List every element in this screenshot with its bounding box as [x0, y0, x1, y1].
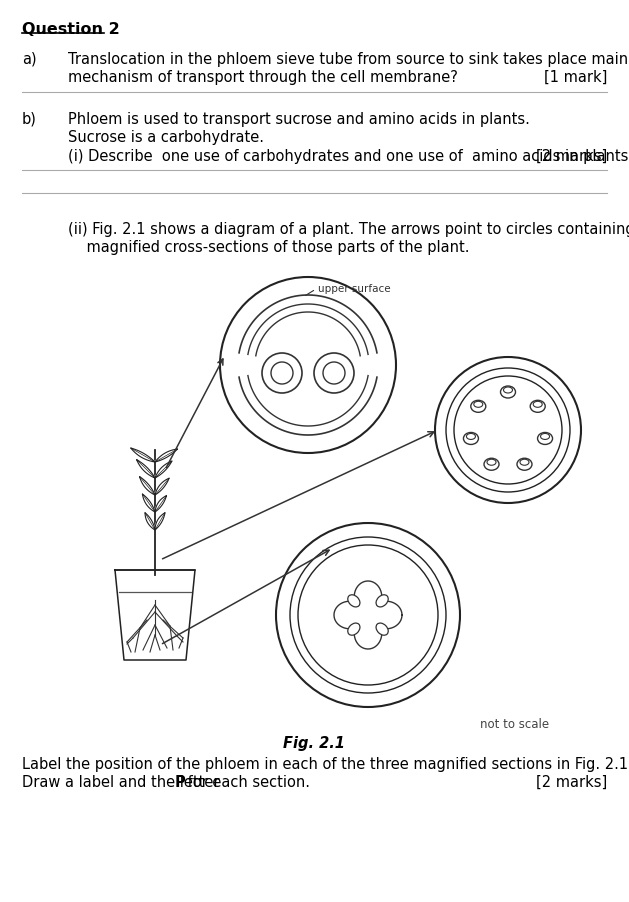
- Ellipse shape: [464, 432, 479, 445]
- Text: for each section.: for each section.: [183, 775, 310, 790]
- Circle shape: [454, 376, 562, 484]
- Polygon shape: [155, 512, 165, 530]
- Circle shape: [290, 537, 446, 693]
- Ellipse shape: [348, 623, 360, 635]
- Circle shape: [323, 362, 345, 384]
- Circle shape: [220, 277, 396, 453]
- Ellipse shape: [376, 594, 388, 607]
- Text: magnified cross-sections of those parts of the plant.: magnified cross-sections of those parts …: [68, 240, 469, 255]
- Polygon shape: [334, 581, 402, 649]
- Ellipse shape: [520, 459, 529, 465]
- Ellipse shape: [474, 401, 483, 408]
- Ellipse shape: [540, 434, 550, 439]
- Ellipse shape: [530, 400, 545, 412]
- Ellipse shape: [467, 434, 476, 439]
- Circle shape: [271, 362, 293, 384]
- Ellipse shape: [484, 458, 499, 470]
- Text: Fig. 2.1: Fig. 2.1: [283, 736, 345, 751]
- Text: Sucrose is a carbohydrate.: Sucrose is a carbohydrate.: [68, 130, 264, 145]
- Ellipse shape: [503, 387, 513, 393]
- Polygon shape: [155, 478, 169, 495]
- Circle shape: [446, 368, 570, 492]
- Text: Draw a label and the letter: Draw a label and the letter: [22, 775, 224, 790]
- Text: Phloem is used to transport sucrose and amino acids in plants.: Phloem is used to transport sucrose and …: [68, 112, 530, 127]
- Polygon shape: [155, 449, 177, 462]
- Ellipse shape: [470, 400, 486, 412]
- Text: Label the position of the phloem in each of the three magnified sections in Fig.: Label the position of the phloem in each…: [22, 757, 629, 772]
- Text: upper surface: upper surface: [318, 284, 391, 294]
- Ellipse shape: [501, 386, 516, 398]
- Circle shape: [435, 357, 581, 503]
- Polygon shape: [142, 494, 155, 512]
- Text: [2 marks]: [2 marks]: [536, 775, 607, 790]
- Ellipse shape: [533, 401, 542, 408]
- Text: (ii) Fig. 2.1 shows a diagram of a plant. The arrows point to circles containing: (ii) Fig. 2.1 shows a diagram of a plant…: [68, 222, 629, 237]
- Text: Translocation in the phloem sieve tube from source to sink takes place mainly to: Translocation in the phloem sieve tube f…: [68, 52, 629, 67]
- Text: mechanism of transport through the cell membrane?: mechanism of transport through the cell …: [68, 70, 458, 85]
- Circle shape: [276, 523, 460, 707]
- Text: [1 mark]: [1 mark]: [543, 70, 607, 85]
- Ellipse shape: [538, 432, 552, 445]
- Polygon shape: [136, 460, 155, 478]
- Polygon shape: [155, 461, 172, 478]
- Text: (i) Describe  one use of carbohydrates and one use of  amino acids in plants.: (i) Describe one use of carbohydrates an…: [68, 149, 629, 164]
- Ellipse shape: [376, 623, 388, 635]
- Ellipse shape: [487, 459, 496, 465]
- Text: P: P: [175, 775, 186, 790]
- Polygon shape: [155, 495, 167, 512]
- Polygon shape: [140, 476, 155, 495]
- Text: a): a): [22, 52, 36, 67]
- Polygon shape: [131, 448, 155, 462]
- Text: not to scale: not to scale: [480, 718, 549, 731]
- Circle shape: [298, 545, 438, 685]
- Ellipse shape: [517, 458, 532, 470]
- Text: [2 marks]: [2 marks]: [536, 149, 607, 164]
- Circle shape: [314, 353, 354, 393]
- Text: b): b): [22, 112, 37, 127]
- Circle shape: [262, 353, 302, 393]
- Polygon shape: [145, 512, 155, 530]
- Ellipse shape: [348, 594, 360, 607]
- Text: Question 2: Question 2: [22, 22, 120, 37]
